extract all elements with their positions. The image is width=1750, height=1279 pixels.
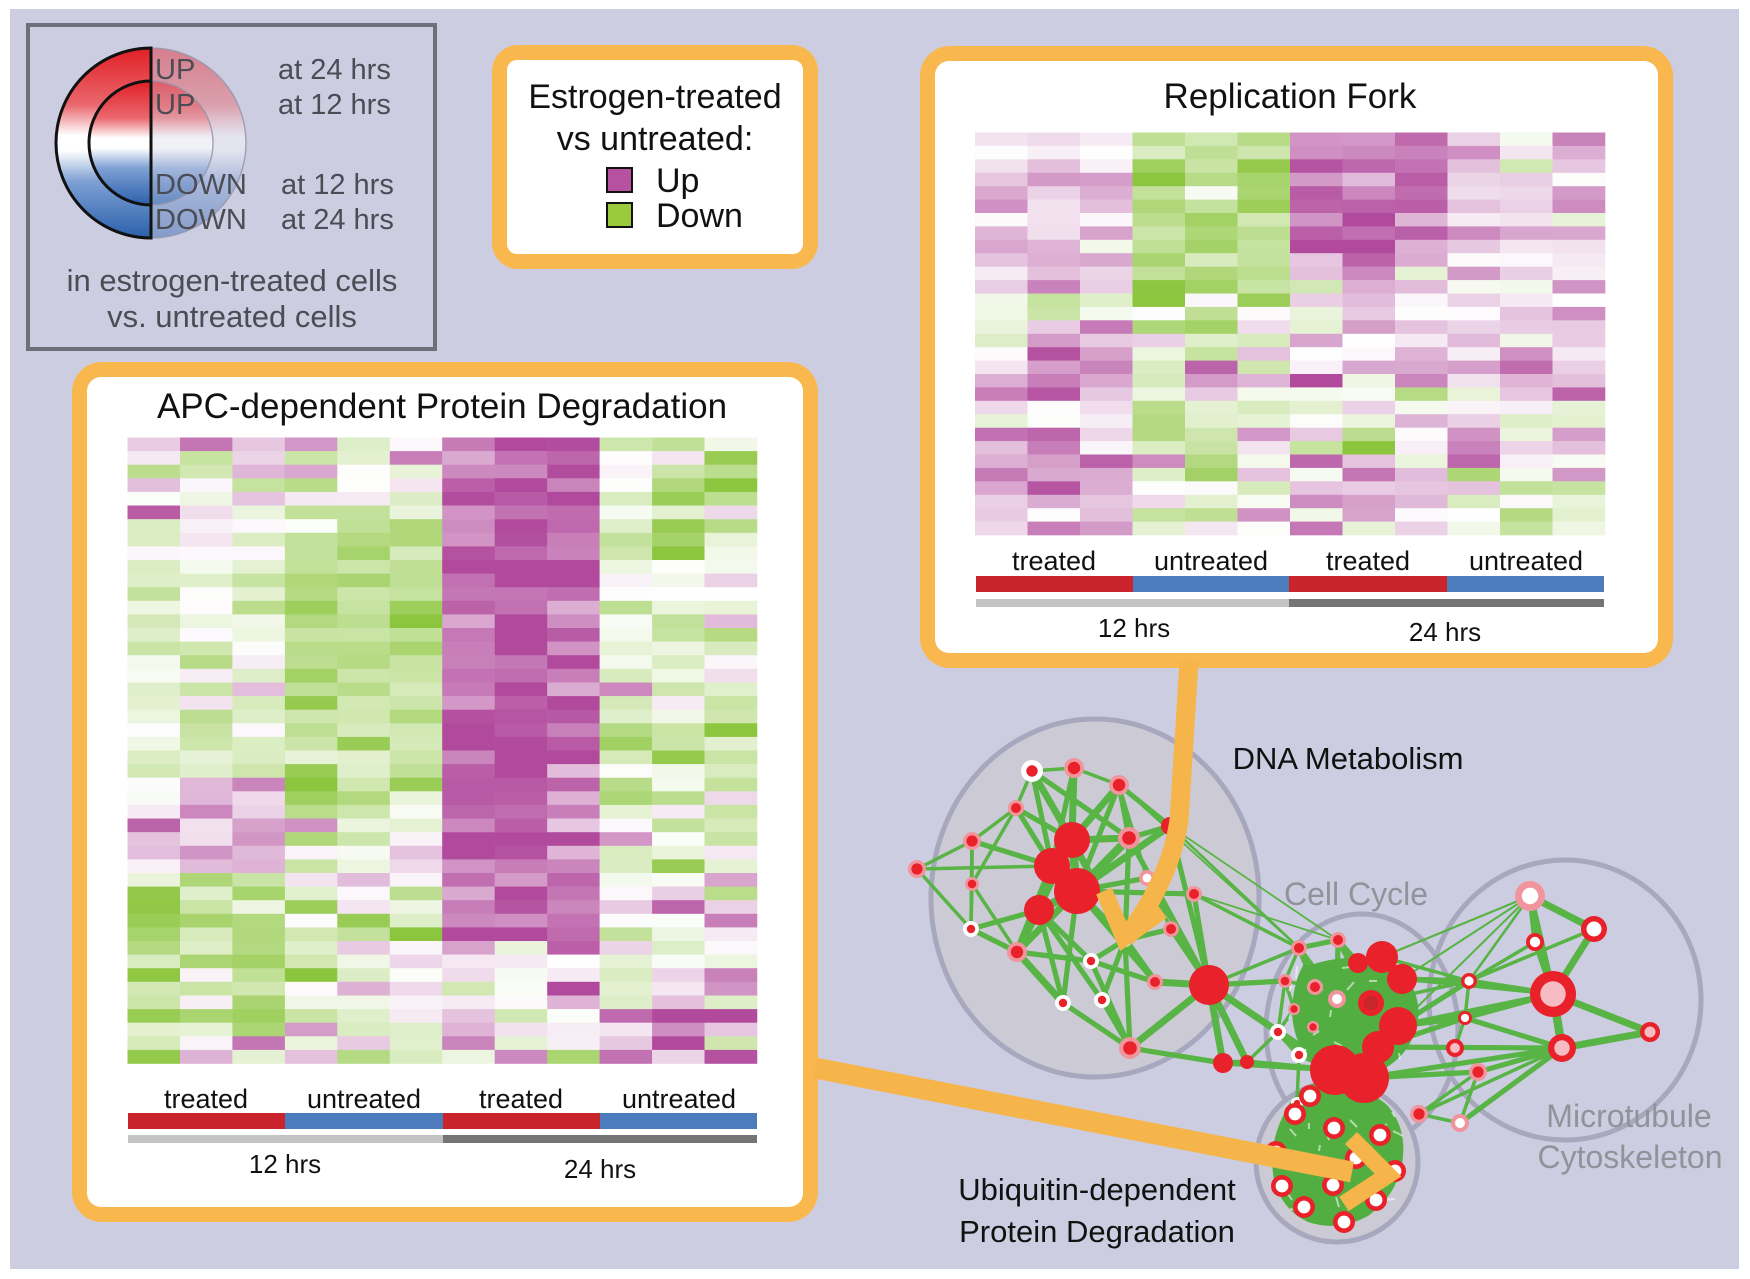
svg-text:treated: treated	[1326, 546, 1410, 576]
svg-text:untreated: untreated	[307, 1084, 421, 1114]
svg-text:at 12 hrs: at 12 hrs	[278, 89, 391, 121]
svg-text:24 hrs: 24 hrs	[564, 1154, 636, 1184]
svg-text:APC-dependent Protein Degradat: APC-dependent Protein Degradation	[157, 387, 727, 426]
svg-text:treated: treated	[1012, 546, 1096, 576]
svg-text:untreated: untreated	[1469, 546, 1583, 576]
svg-text:DNA Metabolism: DNA Metabolism	[1233, 741, 1464, 776]
svg-text:Up: Up	[656, 162, 699, 200]
svg-text:vs untreated:: vs untreated:	[557, 120, 754, 158]
svg-text:Ubiquitin-dependent: Ubiquitin-dependent	[958, 1172, 1236, 1207]
svg-text:DOWN: DOWN	[155, 169, 247, 201]
svg-text:Down: Down	[656, 197, 743, 235]
svg-text:24 hrs: 24 hrs	[1409, 617, 1481, 647]
svg-text:UP: UP	[155, 54, 195, 86]
svg-text:Cell Cycle: Cell Cycle	[1284, 876, 1428, 912]
svg-text:Protein Degradation: Protein Degradation	[959, 1214, 1235, 1249]
svg-text:vs. untreated cells: vs. untreated cells	[107, 299, 357, 334]
svg-text:at 12 hrs: at 12 hrs	[281, 169, 394, 201]
svg-text:untreated: untreated	[622, 1084, 736, 1114]
svg-text:12 hrs: 12 hrs	[249, 1149, 321, 1179]
svg-text:treated: treated	[164, 1084, 248, 1114]
svg-text:DOWN: DOWN	[155, 204, 247, 236]
svg-text:Microtubule: Microtubule	[1546, 1098, 1711, 1134]
svg-text:at 24 hrs: at 24 hrs	[278, 54, 391, 86]
svg-text:at 24 hrs: at 24 hrs	[281, 204, 394, 236]
svg-text:in estrogen-treated cells: in estrogen-treated cells	[67, 263, 398, 298]
svg-text:UP: UP	[155, 89, 195, 121]
svg-text:treated: treated	[479, 1084, 563, 1114]
svg-text:12 hrs: 12 hrs	[1098, 613, 1170, 643]
svg-text:Estrogen-treated: Estrogen-treated	[528, 78, 781, 116]
svg-text:untreated: untreated	[1154, 546, 1268, 576]
svg-text:Cytoskeleton: Cytoskeleton	[1538, 1139, 1723, 1175]
svg-text:Replication Fork: Replication Fork	[1164, 77, 1417, 116]
